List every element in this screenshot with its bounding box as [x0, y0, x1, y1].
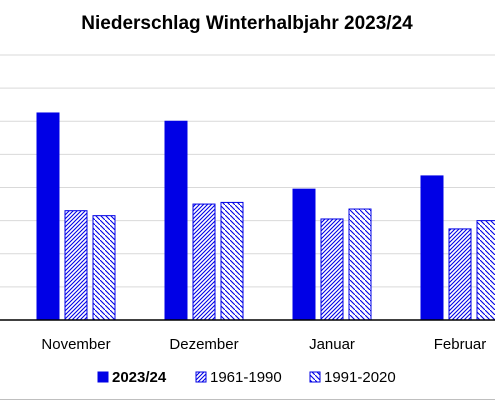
bar-2023-24-november [36, 112, 60, 321]
category-label: Januar [309, 336, 355, 353]
bar-1991-2020-dezember [220, 201, 244, 321]
bar-1961-1990-februar [448, 228, 472, 321]
category-label: Dezember [169, 336, 238, 353]
bar-2023-24-januar [292, 188, 316, 321]
legend-label: 1961-1990 [210, 369, 282, 386]
legend-swatch [195, 371, 207, 383]
bar-1991-2020-november [92, 215, 116, 321]
category-label: Februar [434, 336, 487, 353]
bar-1961-1990-dezember [192, 203, 216, 321]
bars [36, 112, 495, 321]
chart-title: Niederschlag Winterhalbjahr 2023/24 [81, 13, 413, 34]
bar-2023-24-februar [420, 175, 444, 321]
category-labels: November Dezember Januar Februar [41, 336, 486, 353]
category-label: November [41, 336, 110, 353]
bar-1961-1990-januar [320, 218, 344, 321]
bar-1991-2020-januar [348, 208, 372, 321]
bar-1961-1990-november [64, 210, 88, 321]
legend-label: 1991-2020 [324, 369, 396, 386]
legend-label: 2023/24 [112, 369, 167, 386]
legend-swatch [97, 371, 109, 383]
bar-2023-24-dezember [164, 120, 188, 321]
bar-1991-2020-februar [476, 220, 495, 321]
legend-swatch [309, 371, 321, 383]
legend: 2023/24 1961-1990 1991-2020 [97, 369, 396, 386]
